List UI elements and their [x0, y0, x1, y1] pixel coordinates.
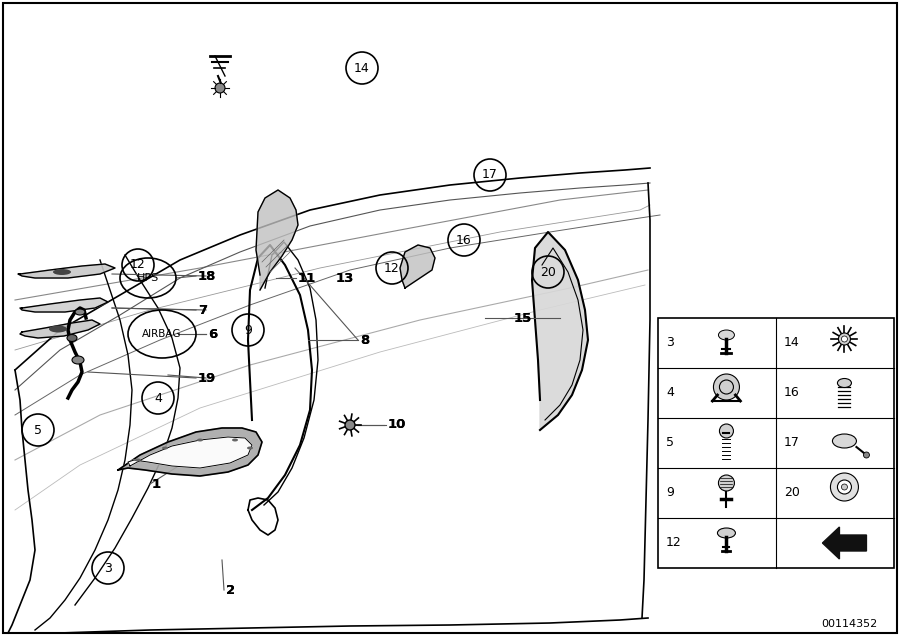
Text: 12: 12 [130, 258, 146, 272]
Text: 3: 3 [104, 562, 112, 574]
Circle shape [714, 374, 740, 400]
Polygon shape [400, 245, 435, 288]
Bar [658, 318, 894, 568]
Text: 17: 17 [784, 436, 800, 450]
Text: 9: 9 [244, 324, 252, 336]
Ellipse shape [67, 335, 77, 342]
Ellipse shape [837, 378, 851, 387]
Text: 17: 17 [482, 169, 498, 181]
Circle shape [837, 480, 851, 494]
Text: 11: 11 [298, 272, 316, 284]
Text: 16: 16 [456, 233, 472, 247]
Text: 10: 10 [388, 418, 407, 431]
Ellipse shape [717, 528, 735, 538]
Ellipse shape [162, 446, 168, 450]
Circle shape [719, 424, 733, 438]
Text: 2: 2 [226, 583, 235, 597]
Text: 18: 18 [198, 270, 216, 282]
Text: 7: 7 [198, 303, 207, 317]
Polygon shape [118, 428, 262, 476]
Text: 6: 6 [208, 328, 217, 340]
Text: 14: 14 [784, 336, 800, 350]
Text: 12: 12 [666, 537, 682, 550]
Ellipse shape [247, 446, 253, 450]
Ellipse shape [75, 309, 85, 315]
Text: 9: 9 [666, 487, 674, 499]
Text: 19: 19 [198, 371, 216, 385]
Text: 18: 18 [198, 270, 216, 282]
Text: 5: 5 [34, 424, 42, 436]
Text: 13: 13 [336, 272, 355, 284]
Text: 12: 12 [384, 261, 400, 275]
Text: 7: 7 [198, 303, 207, 317]
Text: 4: 4 [666, 387, 674, 399]
Text: 5: 5 [666, 436, 674, 450]
Circle shape [345, 420, 355, 430]
Text: 8: 8 [360, 333, 369, 347]
Text: 3: 3 [666, 336, 674, 350]
Text: 15: 15 [514, 312, 532, 324]
Ellipse shape [135, 459, 141, 462]
Polygon shape [128, 437, 252, 468]
Polygon shape [256, 190, 298, 290]
Text: 20: 20 [540, 265, 556, 279]
Circle shape [215, 83, 225, 93]
Text: 8: 8 [360, 333, 369, 347]
Text: HPS: HPS [137, 273, 159, 283]
Text: 20: 20 [784, 487, 800, 499]
Ellipse shape [718, 330, 734, 340]
Text: 15: 15 [514, 312, 532, 324]
Circle shape [842, 336, 848, 342]
Text: 13: 13 [336, 272, 355, 284]
Text: 14: 14 [354, 62, 370, 74]
Polygon shape [18, 264, 115, 278]
Polygon shape [532, 232, 588, 430]
Ellipse shape [49, 326, 67, 333]
Circle shape [839, 333, 850, 345]
Text: 4: 4 [154, 392, 162, 404]
Ellipse shape [232, 438, 238, 441]
Ellipse shape [72, 356, 84, 364]
Text: 16: 16 [784, 387, 800, 399]
Text: 1: 1 [152, 478, 161, 490]
Text: 00114352: 00114352 [822, 619, 878, 629]
Text: 10: 10 [388, 418, 407, 431]
Ellipse shape [832, 434, 857, 448]
Polygon shape [20, 298, 108, 312]
Circle shape [842, 484, 848, 490]
Text: 6: 6 [208, 328, 217, 340]
Polygon shape [20, 320, 100, 338]
Text: 1: 1 [152, 478, 161, 490]
Circle shape [863, 452, 869, 458]
Text: 2: 2 [226, 583, 235, 597]
Text: 11: 11 [298, 272, 316, 284]
Ellipse shape [197, 438, 203, 441]
Circle shape [831, 473, 859, 501]
Text: AIRBAG: AIRBAG [142, 329, 182, 339]
Circle shape [718, 475, 734, 491]
Text: 19: 19 [198, 371, 216, 385]
Ellipse shape [53, 269, 71, 275]
Polygon shape [823, 527, 867, 559]
